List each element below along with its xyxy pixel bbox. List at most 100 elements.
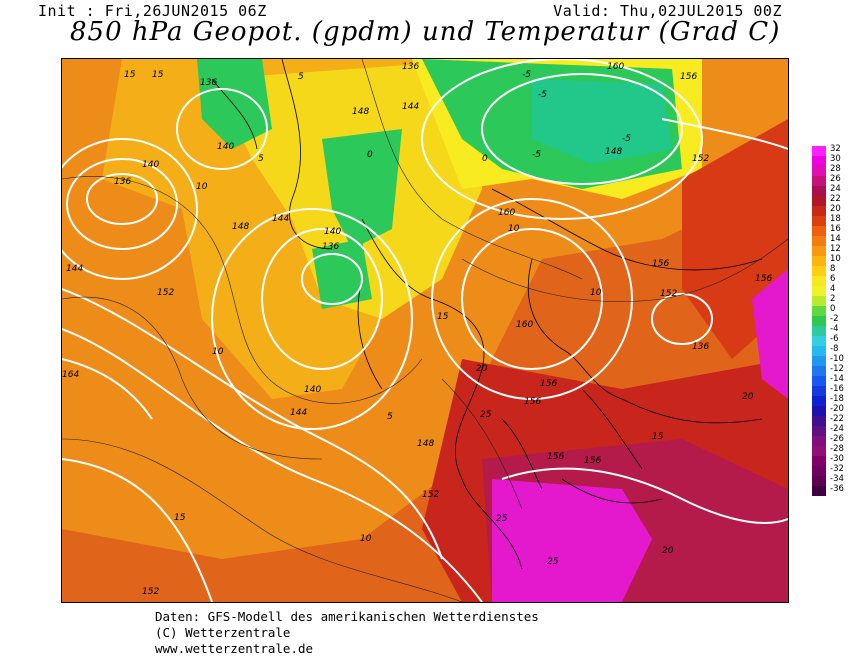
geo-label: 140 [142,160,159,170]
temperature-labels: 15 15 10 5 5 0 0 -5 -5 -5 -5 10 10 15 20… [124,70,754,567]
geo-label: 148 [232,222,249,232]
color-scale-label: -36 [830,484,844,494]
color-scale-label: 6 [830,274,836,284]
init-time: Init : Fri,26JUN2015 06Z [38,2,267,20]
color-scale-swatch [812,306,826,316]
temp-label: 10 [196,182,208,192]
temp-label: 0 [367,150,373,160]
color-scale-swatch [812,346,826,356]
geo-label: 156 [524,397,541,407]
color-scale-swatch [812,476,826,486]
cold-south-field [312,239,372,309]
color-scale-swatch [812,426,826,436]
temp-label: 20 [662,546,674,556]
geo-label: 156 [584,456,601,466]
geo-label: 156 [652,259,669,269]
color-scale-swatch [812,236,826,246]
color-scale-label: 26 [830,174,841,184]
color-scale-swatch [812,176,826,186]
geo-label: 140 [324,227,341,237]
geo-label: 156 [755,274,772,284]
color-scale-swatch [812,316,826,326]
color-scale-label: 2 [830,294,836,304]
color-scale-label: -10 [830,354,844,364]
color-scale-label: -22 [830,414,844,424]
geo-label: 152 [422,490,439,500]
temp-label: -5 [532,150,541,160]
temp-label: 15 [124,70,136,80]
temp-label: 10 [360,534,372,544]
color-scale-label: -20 [830,404,844,414]
color-scale-label: -34 [830,474,844,484]
temp-label: -5 [538,90,547,100]
geo-label: 148 [417,439,434,449]
geo-label: 152 [660,289,677,299]
color-scale-swatch [812,206,826,216]
color-scale-label: 18 [830,214,841,224]
geo-label: 136 [200,78,217,88]
color-scale-label: 4 [830,284,836,294]
color-scale-label: -30 [830,454,844,464]
color-scale-swatch [812,156,826,166]
temp-label: 25 [496,514,508,524]
geo-label: 144 [272,214,289,224]
color-scale-swatch [812,286,826,296]
color-scale-swatch [812,336,826,346]
color-scale-swatch [812,466,826,476]
extreme-field-west [492,479,652,602]
color-scale-label: 16 [830,224,841,234]
geo-label: 156 [680,72,697,82]
color-scale-label: -18 [830,394,844,404]
temp-label: 15 [437,312,449,322]
color-scale-label: 10 [830,254,841,264]
color-scale-swatch [812,246,826,256]
temp-label: 15 [652,432,664,442]
color-scale-swatch [812,266,826,276]
footer-data-source: Daten: GFS-Modell des amerikanischen Wet… [155,609,539,624]
geo-label: 148 [352,107,369,117]
color-scale-swatch [812,406,826,416]
temperature-isotherms [62,59,788,602]
color-scale-swatch [812,216,826,226]
geo-label: 136 [322,242,339,252]
temp-label: 5 [387,412,393,422]
color-scale-label: -16 [830,384,844,394]
color-scale-swatch [812,486,826,496]
color-scale-swatch [812,446,826,456]
geopotential-labels: 136 136 140 140 136 144 148 148 140 136 … [62,62,772,597]
color-scale-label: 20 [830,204,841,214]
coastlines [211,59,763,570]
geo-label: 144 [402,102,419,112]
temp-label: 10 [508,224,520,234]
temp-label: 10 [590,288,602,298]
temp-label: 10 [212,347,224,357]
cold-center-field [322,129,402,249]
temp-label: -5 [522,70,531,80]
map-title: 850 hPa Geopot. (gpdm) und Temperatur (G… [70,17,781,47]
color-scale-label: -2 [830,314,839,324]
color-scale-label: 12 [830,244,841,254]
color-scale-label: -26 [830,434,844,444]
footer-website: www.wetterzentrale.de [155,641,314,656]
color-scale-label: 32 [830,144,841,154]
geo-label: 148 [605,147,622,157]
color-scale-swatch [812,356,826,366]
geo-label: 140 [304,385,321,395]
color-scale-swatch [812,396,826,406]
color-scale-label: 30 [830,154,841,164]
temp-label: 5 [298,72,304,82]
color-scale-label: 22 [830,194,841,204]
color-scale-swatch [812,186,826,196]
color-scale-label: 0 [830,304,836,314]
temp-label: 25 [547,557,559,567]
color-scale-swatch [812,416,826,426]
color-scale-swatch [812,366,826,376]
color-scale-label: 28 [830,164,841,174]
geo-label: 156 [540,379,557,389]
temp-label: 20 [476,364,488,374]
color-scale-swatch [812,326,826,336]
geo-label: 136 [114,177,131,187]
temp-label: 5 [258,154,264,164]
color-scale-swatch [812,376,826,386]
temp-label: 20 [742,392,754,402]
